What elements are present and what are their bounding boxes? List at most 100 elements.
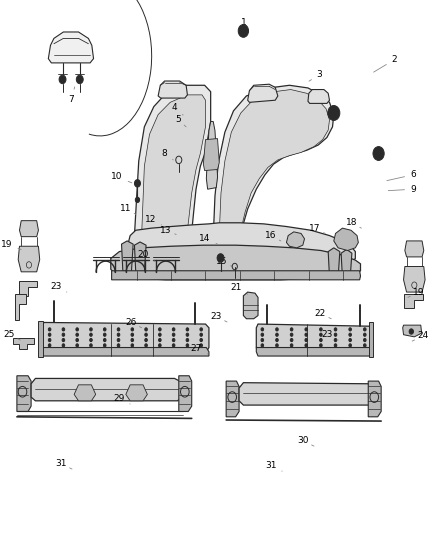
Circle shape [62,338,65,342]
Text: 26: 26 [125,318,142,328]
Text: 24: 24 [412,332,428,341]
Circle shape [186,338,189,342]
Circle shape [172,328,175,331]
Polygon shape [48,32,94,63]
Circle shape [62,344,65,347]
Circle shape [145,338,147,342]
Circle shape [261,344,264,347]
Text: 7: 7 [68,87,75,103]
Text: 6: 6 [387,171,416,181]
Polygon shape [369,322,374,357]
Text: 11: 11 [120,205,136,214]
Circle shape [131,328,134,331]
Circle shape [261,333,264,336]
Circle shape [276,333,278,336]
Circle shape [62,328,65,331]
Circle shape [103,344,106,347]
Text: 15: 15 [216,257,232,266]
Text: 16: 16 [265,231,281,241]
Polygon shape [206,122,218,189]
Text: 23: 23 [50,282,67,292]
Text: 21: 21 [231,284,247,294]
Polygon shape [403,266,425,292]
Circle shape [90,344,92,347]
Circle shape [364,333,366,336]
Circle shape [145,344,147,347]
Text: 29: 29 [113,394,130,404]
Circle shape [305,338,307,342]
Circle shape [349,333,351,336]
Circle shape [305,344,307,347]
Circle shape [134,180,141,187]
Text: 25: 25 [4,330,20,340]
Polygon shape [403,325,422,337]
Circle shape [290,333,293,336]
Circle shape [90,328,92,331]
Circle shape [334,328,337,331]
Circle shape [90,338,92,342]
Circle shape [76,338,78,342]
Circle shape [59,75,66,84]
Circle shape [200,333,202,336]
Circle shape [200,338,202,342]
Circle shape [290,338,293,342]
Polygon shape [341,249,352,278]
Circle shape [172,344,175,347]
Circle shape [261,328,264,331]
Polygon shape [126,385,147,401]
Circle shape [117,338,120,342]
Circle shape [76,75,83,84]
Circle shape [76,344,78,347]
Polygon shape [134,242,146,273]
Text: 20: 20 [137,251,155,261]
Circle shape [135,197,140,203]
Text: 5: 5 [176,116,186,127]
Text: 23: 23 [211,312,227,322]
Circle shape [238,25,248,37]
Circle shape [172,333,175,336]
Polygon shape [42,322,209,352]
Circle shape [103,333,106,336]
Circle shape [364,344,366,347]
Circle shape [261,338,264,342]
Polygon shape [247,84,278,102]
Polygon shape [111,245,360,280]
Polygon shape [405,241,424,257]
Polygon shape [18,246,40,272]
Circle shape [48,333,51,336]
Circle shape [117,333,120,336]
Polygon shape [15,294,25,320]
Polygon shape [134,85,211,248]
Circle shape [131,338,134,342]
Text: 9: 9 [388,185,416,193]
Circle shape [103,338,106,342]
Circle shape [349,328,351,331]
Circle shape [48,344,51,347]
Circle shape [159,344,161,347]
Text: 31: 31 [265,462,282,471]
Circle shape [320,333,322,336]
Circle shape [349,338,351,342]
Circle shape [186,344,189,347]
Circle shape [159,328,161,331]
Circle shape [159,338,161,342]
Circle shape [364,338,366,342]
Polygon shape [226,381,239,417]
Text: 14: 14 [199,235,218,244]
Circle shape [131,333,134,336]
Circle shape [217,254,224,262]
Text: 18: 18 [346,219,361,228]
Circle shape [409,329,413,334]
Polygon shape [308,90,329,103]
Polygon shape [368,381,381,417]
Circle shape [103,328,106,331]
Text: 2: 2 [374,55,397,72]
Circle shape [186,333,189,336]
Polygon shape [179,376,192,411]
Polygon shape [158,81,187,98]
Text: 23: 23 [321,330,338,340]
Polygon shape [256,348,371,356]
Polygon shape [142,95,205,243]
Polygon shape [404,294,423,308]
Text: 13: 13 [160,226,176,235]
